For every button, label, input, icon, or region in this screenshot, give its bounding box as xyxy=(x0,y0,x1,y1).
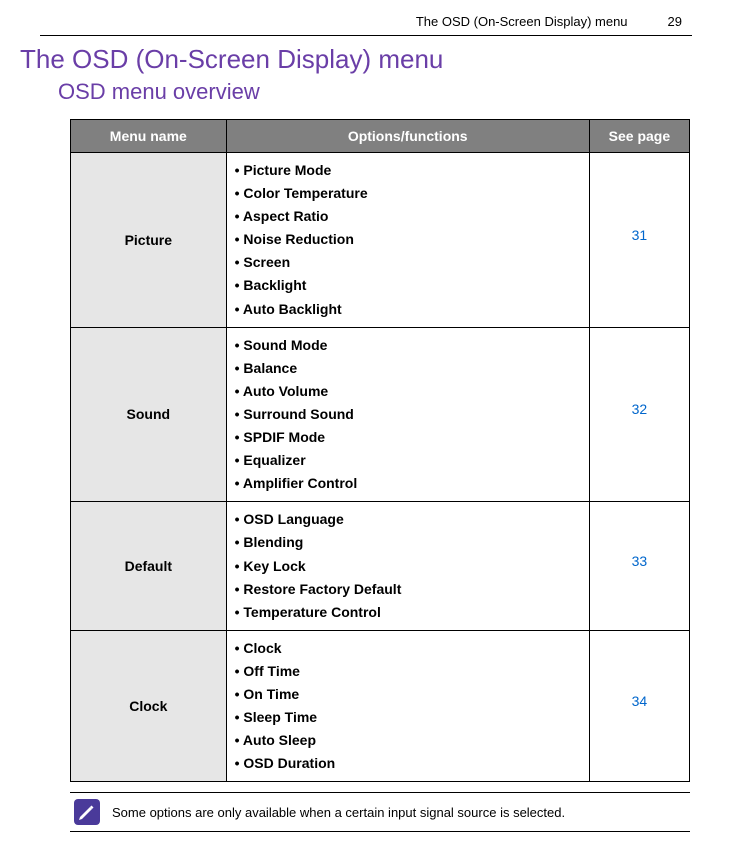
see-page-cell: 32 xyxy=(589,327,689,502)
section-subtitle: OSD menu overview xyxy=(58,79,692,105)
option-item: Off Time xyxy=(235,660,581,683)
note-block: Some options are only available when a c… xyxy=(70,792,690,832)
options-cell: Sound ModeBalanceAuto VolumeSurround Sou… xyxy=(226,327,589,502)
table-row: PicturePicture ModeColor TemperatureAspe… xyxy=(71,153,690,328)
page-link[interactable]: 33 xyxy=(632,553,648,569)
option-item: Amplifier Control xyxy=(235,472,581,495)
menu-name-cell: Picture xyxy=(71,153,227,328)
menu-name-cell: Clock xyxy=(71,630,227,782)
page-link[interactable]: 32 xyxy=(632,401,648,417)
running-header: The OSD (On-Screen Display) menu 29 xyxy=(40,14,692,31)
option-item: Equalizer xyxy=(235,449,581,472)
osd-overview-table: Menu name Options/functions See page Pic… xyxy=(70,119,690,782)
option-item: SPDIF Mode xyxy=(235,426,581,449)
pencil-icon xyxy=(74,799,100,825)
option-item: Auto Backlight xyxy=(235,298,581,321)
option-item: Sleep Time xyxy=(235,706,581,729)
options-cell: ClockOff TimeOn TimeSleep TimeAuto Sleep… xyxy=(226,630,589,782)
page-title: The OSD (On-Screen Display) menu xyxy=(20,44,692,75)
page-link[interactable]: 34 xyxy=(632,693,648,709)
option-item: Screen xyxy=(235,251,581,274)
option-item: Aspect Ratio xyxy=(235,205,581,228)
option-item: Surround Sound xyxy=(235,403,581,426)
option-item: OSD Language xyxy=(235,508,581,531)
col-header-menu: Menu name xyxy=(71,120,227,153)
option-item: Noise Reduction xyxy=(235,228,581,251)
option-item: OSD Duration xyxy=(235,752,581,775)
menu-name-cell: Default xyxy=(71,502,227,630)
option-item: Clock xyxy=(235,637,581,660)
option-item: Restore Factory Default xyxy=(235,578,581,601)
option-item: On Time xyxy=(235,683,581,706)
header-rule xyxy=(40,35,692,36)
option-item: Temperature Control xyxy=(235,601,581,624)
table-body: PicturePicture ModeColor TemperatureAspe… xyxy=(71,153,690,782)
menu-name-cell: Sound xyxy=(71,327,227,502)
option-item: Sound Mode xyxy=(235,334,581,357)
option-item: Color Temperature xyxy=(235,182,581,205)
option-item: Auto Sleep xyxy=(235,729,581,752)
table-header-row: Menu name Options/functions See page xyxy=(71,120,690,153)
see-page-cell: 31 xyxy=(589,153,689,328)
option-item: Auto Volume xyxy=(235,380,581,403)
options-cell: Picture ModeColor TemperatureAspect Rati… xyxy=(226,153,589,328)
table-row: DefaultOSD LanguageBlendingKey LockResto… xyxy=(71,502,690,630)
option-item: Picture Mode xyxy=(235,159,581,182)
col-header-page: See page xyxy=(589,120,689,153)
table-row: ClockClockOff TimeOn TimeSleep TimeAuto … xyxy=(71,630,690,782)
option-item: Backlight xyxy=(235,274,581,297)
option-item: Balance xyxy=(235,357,581,380)
note-text: Some options are only available when a c… xyxy=(112,805,565,820)
page-link[interactable]: 31 xyxy=(632,227,648,243)
note-row: Some options are only available when a c… xyxy=(70,793,690,831)
col-header-options: Options/functions xyxy=(226,120,589,153)
page-number: 29 xyxy=(668,14,682,29)
options-cell: OSD LanguageBlendingKey LockRestore Fact… xyxy=(226,502,589,630)
see-page-cell: 33 xyxy=(589,502,689,630)
document-page: The OSD (On-Screen Display) menu 29 The … xyxy=(0,0,732,852)
option-item: Blending xyxy=(235,531,581,554)
see-page-cell: 34 xyxy=(589,630,689,782)
running-title: The OSD (On-Screen Display) menu xyxy=(416,14,628,29)
note-rule-bottom xyxy=(70,831,690,832)
option-item: Key Lock xyxy=(235,555,581,578)
table-row: SoundSound ModeBalanceAuto VolumeSurroun… xyxy=(71,327,690,502)
